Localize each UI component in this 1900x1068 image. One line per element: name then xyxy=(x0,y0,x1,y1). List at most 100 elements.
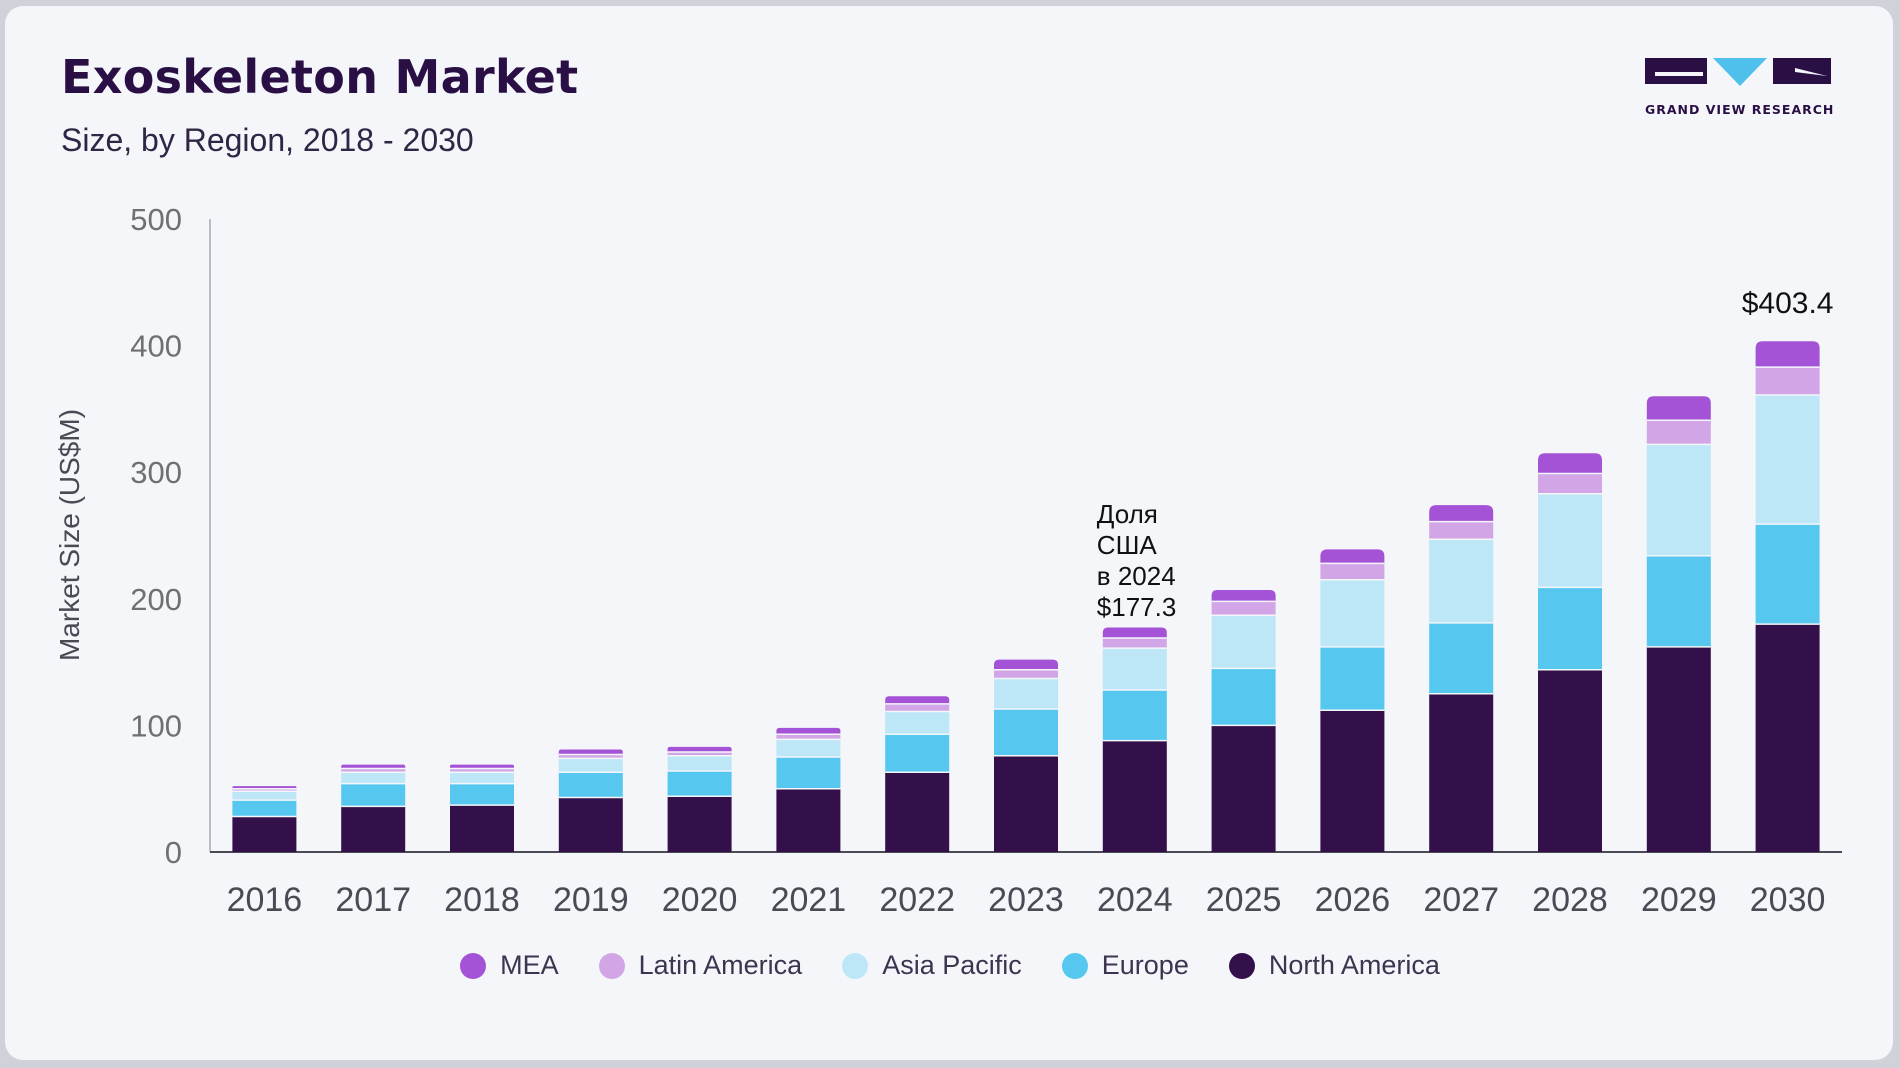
bar-europe-2028 xyxy=(1538,587,1602,670)
bar-europe-2026 xyxy=(1320,646,1385,711)
bar-north-america-2026 xyxy=(1320,710,1385,852)
bar-asia-pacific-2026 xyxy=(1320,579,1385,647)
y-tick-label: 200 xyxy=(130,582,182,617)
logo-chevron xyxy=(1713,58,1767,86)
bar-mea-2019 xyxy=(558,749,623,755)
x-tick-label: 2016 xyxy=(227,881,303,919)
bar-europe-2027 xyxy=(1429,622,1494,694)
bar-europe-2029 xyxy=(1646,555,1711,647)
y-tick-label: 400 xyxy=(130,329,182,364)
bar-latin-america-2019 xyxy=(558,754,623,759)
bar-asia-pacific-2022 xyxy=(885,711,950,735)
bar-latin-america-2030 xyxy=(1755,367,1820,395)
bar-latin-america-2024 xyxy=(1102,638,1167,649)
bar-latin-america-2029 xyxy=(1646,420,1711,445)
y-tick-label: 500 xyxy=(130,202,182,237)
legend-swatch xyxy=(842,952,869,979)
legend-label: North America xyxy=(1268,950,1440,980)
annotation-line: $177.3 xyxy=(1097,592,1177,622)
chart-title: Exoskeleton Market xyxy=(61,50,579,104)
bar-asia-pacific-2025 xyxy=(1211,615,1276,669)
bar-asia-pacific-2017 xyxy=(341,772,406,784)
bar-latin-america-2018 xyxy=(450,768,514,773)
bar-europe-2021 xyxy=(776,757,841,789)
x-tick-label: 2020 xyxy=(662,881,738,919)
annotation-total: $403.4 xyxy=(1742,287,1834,320)
bar-north-america-2028 xyxy=(1538,669,1602,852)
legend: MEA Latin America Asia Pacific Europe North … xyxy=(0,950,1900,981)
x-tick-label: 2025 xyxy=(1206,881,1282,919)
x-tick-label: 2030 xyxy=(1750,881,1826,919)
bar-mea-2027 xyxy=(1429,505,1494,522)
bar-latin-america-2016 xyxy=(232,788,297,792)
bar-latin-america-2020 xyxy=(667,751,732,756)
x-tick-label: 2027 xyxy=(1423,881,1499,919)
annotation-line: США xyxy=(1097,530,1158,560)
y-tick-label: 300 xyxy=(130,455,182,490)
bar-north-america-2018 xyxy=(450,805,514,852)
bar-europe-2030 xyxy=(1755,524,1820,625)
legend-label: Latin America xyxy=(638,950,803,980)
logo-left-block xyxy=(1645,58,1707,84)
bar-asia-pacific-2024 xyxy=(1102,648,1167,690)
bar-latin-america-2025 xyxy=(1211,601,1276,616)
x-tick-label: 2023 xyxy=(988,881,1064,919)
legend-swatch xyxy=(598,952,625,979)
bar-mea-2022 xyxy=(885,696,950,704)
bar-europe-2025 xyxy=(1211,668,1276,726)
bar-europe-2019 xyxy=(558,772,623,798)
bar-europe-2024 xyxy=(1102,689,1167,741)
x-tick-label: 2022 xyxy=(879,881,955,919)
y-tick-label: 100 xyxy=(130,708,182,743)
bar-europe-2023 xyxy=(994,708,1058,756)
bar-asia-pacific-2028 xyxy=(1538,493,1602,588)
legend-label: Europe xyxy=(1101,950,1189,980)
legend-swatch xyxy=(1061,952,1088,979)
y-tick-label: 0 xyxy=(165,835,182,870)
bar-europe-2022 xyxy=(885,734,950,773)
legend-swatch xyxy=(1228,952,1255,979)
bar-asia-pacific-2019 xyxy=(558,758,623,773)
bar-mea-2028 xyxy=(1538,453,1602,474)
annotation-line: в 2024 xyxy=(1097,561,1176,591)
bar-north-america-2021 xyxy=(776,788,841,852)
bar-latin-america-2028 xyxy=(1538,473,1602,494)
bar-mea-2025 xyxy=(1211,589,1276,602)
bar-north-america-2016 xyxy=(232,816,297,852)
legend-item-latin-america: Latin America xyxy=(598,950,803,981)
bar-asia-pacific-2029 xyxy=(1646,444,1711,556)
bar-mea-2026 xyxy=(1320,549,1385,564)
logo-right-block xyxy=(1773,58,1831,84)
bar-north-america-2020 xyxy=(667,796,732,852)
bar-mea-2017 xyxy=(341,764,406,769)
bar-north-america-2030 xyxy=(1755,624,1820,852)
bar-latin-america-2022 xyxy=(885,703,950,712)
bar-europe-2020 xyxy=(667,770,732,797)
bar-north-america-2029 xyxy=(1646,646,1711,852)
bar-mea-2024 xyxy=(1102,627,1167,639)
bar-north-america-2025 xyxy=(1211,725,1276,852)
logo-text: GRAND VIEW RESEARCH xyxy=(1645,102,1835,117)
bar-mea-2020 xyxy=(667,746,732,752)
bar-mea-2030 xyxy=(1755,341,1820,368)
chart-subtitle: Size, by Region, 2018 - 2030 xyxy=(61,122,474,158)
x-tick-label: 2028 xyxy=(1532,881,1608,919)
bar-latin-america-2026 xyxy=(1320,563,1385,580)
x-tick-label: 2026 xyxy=(1315,881,1391,919)
legend-item-europe: Europe xyxy=(1061,950,1189,981)
legend-label: Asia Pacific xyxy=(882,950,1022,980)
bar-north-america-2024 xyxy=(1102,740,1167,852)
bar-mea-2021 xyxy=(776,727,841,735)
x-tick-label: 2018 xyxy=(444,881,520,919)
x-tick-label: 2024 xyxy=(1097,881,1173,919)
y-axis-title: Market Size (US$M) xyxy=(54,409,85,661)
legend-item-mea: MEA xyxy=(460,950,559,981)
bar-mea-2029 xyxy=(1646,396,1711,421)
bar-mea-2018 xyxy=(450,764,514,769)
bar-north-america-2022 xyxy=(885,772,950,852)
legend-item-asia-pacific: Asia Pacific xyxy=(842,950,1022,981)
grand-view-research-logo-icon xyxy=(1645,58,1831,86)
annotation-line: Доля xyxy=(1097,499,1158,529)
bar-europe-2016 xyxy=(232,800,297,817)
